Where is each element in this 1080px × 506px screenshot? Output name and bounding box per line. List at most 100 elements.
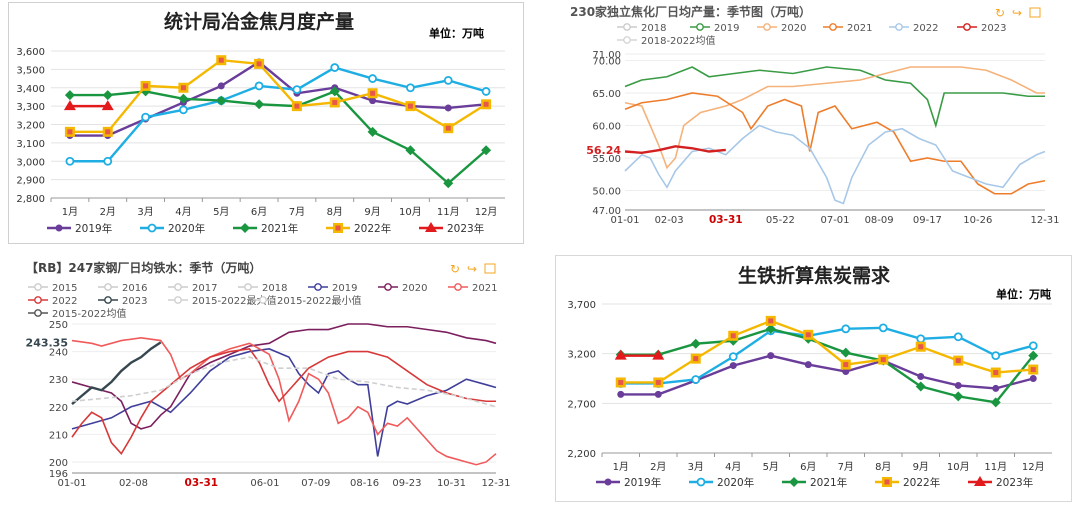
- series-2019: [624, 66, 1045, 129]
- legend-item: 2022年: [875, 476, 940, 489]
- refresh-icon[interactable]: ↻: [995, 6, 1005, 20]
- data-point-marker: [954, 381, 962, 389]
- save-image-icon[interactable]: [484, 263, 496, 274]
- legend-item: 2015-2022最大值: [168, 294, 277, 307]
- chart-toolbar[interactable]: ↻ ↪: [450, 262, 496, 276]
- chart-title: 统计局冶金焦月度产量: [164, 10, 354, 33]
- legend-label: 2015: [52, 283, 77, 294]
- legend-marker: [34, 309, 42, 317]
- coke-monthly-output-chart: 统计局冶金焦月度产量 单位：万吨 2,800 2,900 3,000 3,100 3,2…: [16, 10, 505, 235]
- series-2023年: [63, 100, 114, 111]
- legend-item: 2018-2022均值: [617, 34, 716, 47]
- legend-item: 2019年: [596, 476, 661, 489]
- legend: 2019年 2020年 2021年 2022年 2023年: [596, 476, 1033, 489]
- share-icon[interactable]: ↪: [467, 262, 477, 276]
- y-tick-label: 60.00: [592, 122, 621, 133]
- chart-title: 生铁折算焦炭需求: [738, 264, 891, 287]
- data-point-marker-core: [445, 125, 451, 131]
- x-tick-label: 3月: [137, 206, 153, 218]
- x-axis: 1月 2月 3月 4月 5月 6月 7月 8月 9月 10月 11月 12月: [601, 453, 1045, 473]
- y-tick-label: 3,200: [16, 121, 45, 132]
- legend-label: 2023年: [447, 222, 484, 235]
- y-tick-label: 3,500: [16, 65, 45, 76]
- data-point-marker: [425, 222, 437, 232]
- legend-label: 2016: [122, 283, 147, 294]
- series-2019年: [66, 58, 490, 140]
- x-axis: 1月 2月 3月 4月 5月 6月 7月 8月 9月 10月 11月 12月: [50, 198, 497, 218]
- data-point-marker: [406, 83, 415, 93]
- series-line: [69, 90, 487, 185]
- legend-item: 2022: [889, 23, 938, 34]
- chart-toolbar[interactable]: ↻ ↪: [995, 6, 1041, 20]
- x-tick-label: 8月: [327, 206, 343, 218]
- data-point-marker: [217, 82, 225, 90]
- series-2023年: [614, 349, 665, 360]
- y-tick-label: 240: [49, 348, 68, 359]
- y-axis: 2,800 2,900 3,000 3,100 3,200 3,300 3,400 3,500…: [16, 47, 505, 205]
- series-line: [620, 326, 1034, 385]
- series-line: [71, 356, 497, 408]
- legend-label: 2020年: [717, 476, 754, 489]
- series-line: [69, 58, 487, 134]
- y-tick-label: 3,300: [16, 102, 45, 113]
- latest-value-label: 56.24: [586, 144, 621, 157]
- legend-item: 2015-2022最小值: [253, 294, 362, 307]
- y-tick-label: 70.00: [592, 57, 621, 68]
- legend-item: 2022: [28, 296, 77, 307]
- data-point-marker: [141, 112, 150, 122]
- y-tick-label: 230: [49, 375, 68, 386]
- chart-title: 230家独立焦化厂日均产量：季节图（万吨）: [570, 4, 811, 19]
- x-tick-label: 10-31: [437, 478, 466, 489]
- legend-label: 2018: [262, 283, 287, 294]
- x-tick-label: 4月: [175, 206, 191, 218]
- legend-label: 2021: [472, 283, 497, 294]
- x-tick-label: 01-01: [610, 215, 639, 226]
- data-point-marker: [604, 478, 612, 486]
- legend-label: 2015-2022均值: [52, 307, 127, 320]
- series-line: [620, 354, 1034, 396]
- series-2020: [624, 66, 1045, 170]
- x-tick-label: 11月: [437, 206, 460, 218]
- data-point-marker-core: [884, 479, 890, 485]
- series-line: [624, 66, 1045, 129]
- x-tick-label: 02-03: [655, 215, 684, 226]
- legend-label: 2022年: [354, 222, 391, 235]
- save-image-icon[interactable]: [1029, 7, 1041, 18]
- x-tick-label: 03-31: [185, 477, 219, 489]
- series-line: [71, 348, 497, 457]
- legend-marker: [244, 283, 252, 291]
- y-tick-label: 3,600: [16, 47, 45, 58]
- data-point-marker-core: [370, 90, 376, 96]
- data-point-marker: [481, 87, 491, 96]
- data-point-marker-core: [880, 357, 886, 363]
- x-tick-label: 12月: [1022, 461, 1045, 473]
- data-point-marker: [147, 223, 157, 233]
- data-point-marker-core: [143, 83, 149, 89]
- legend-label: 2019: [714, 23, 739, 34]
- share-icon[interactable]: ↪: [1012, 6, 1022, 20]
- data-point-marker-core: [483, 101, 489, 107]
- series-line: [71, 347, 496, 456]
- x-tick-label: 05-22: [766, 215, 795, 226]
- y-tick-label: 3,200: [567, 350, 596, 361]
- series-line: [624, 145, 726, 155]
- legend-item: 2023: [957, 23, 1006, 34]
- data-point-marker: [953, 332, 963, 342]
- x-tick-label: 12-31: [1030, 215, 1059, 226]
- series-2021: [71, 336, 497, 466]
- series-line: [624, 66, 1045, 170]
- data-point-marker: [990, 397, 1001, 408]
- data-point-marker: [1029, 375, 1037, 382]
- data-point-marker: [840, 347, 851, 358]
- series-2022: [624, 124, 1046, 205]
- data-point-marker: [789, 477, 799, 487]
- legend: 2018 2019 2020 2021 2022 2023 2018-2022均值: [617, 23, 1006, 47]
- legend-label: 2021: [847, 23, 872, 34]
- data-point-marker-core: [730, 333, 736, 339]
- series-2023: [71, 341, 162, 405]
- x-tick-label: 3月: [688, 461, 704, 473]
- refresh-icon[interactable]: ↻: [450, 262, 460, 276]
- series-line: [71, 341, 162, 405]
- x-tick-label: 10月: [399, 206, 422, 218]
